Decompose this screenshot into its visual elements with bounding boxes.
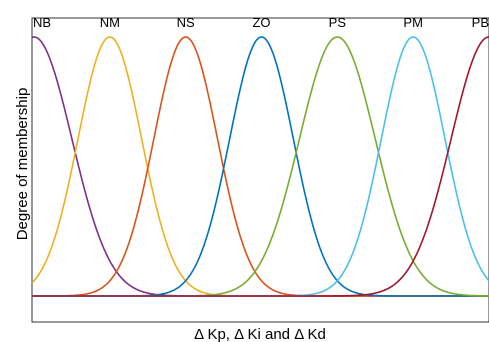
x-axis-label: Δ Kp, Δ Ki and Δ Kd	[194, 326, 326, 342]
series-line-ns	[32, 36, 489, 297]
series-label-nb: NB	[33, 15, 51, 30]
series-label-pm: PM	[403, 15, 423, 30]
series-line-nb	[31, 36, 489, 297]
series-line-pm	[32, 36, 489, 297]
plot-area-frame	[31, 17, 489, 323]
series-line-ps	[32, 36, 489, 297]
series-line-pb	[32, 36, 489, 297]
series-line-nm	[31, 36, 489, 297]
series-label-pb: PB	[472, 15, 489, 30]
series-label-zo: ZO	[252, 15, 270, 30]
series-label-nm: NM	[100, 15, 120, 30]
series-label-ps: PS	[329, 15, 347, 30]
series-label-ns: NS	[177, 15, 195, 30]
series-line-zo	[32, 36, 489, 297]
labels-group: NB NM NS ZO PS PM PB	[33, 15, 489, 30]
y-axis-label: Degree of membership	[14, 88, 31, 241]
curves-group	[31, 36, 489, 297]
